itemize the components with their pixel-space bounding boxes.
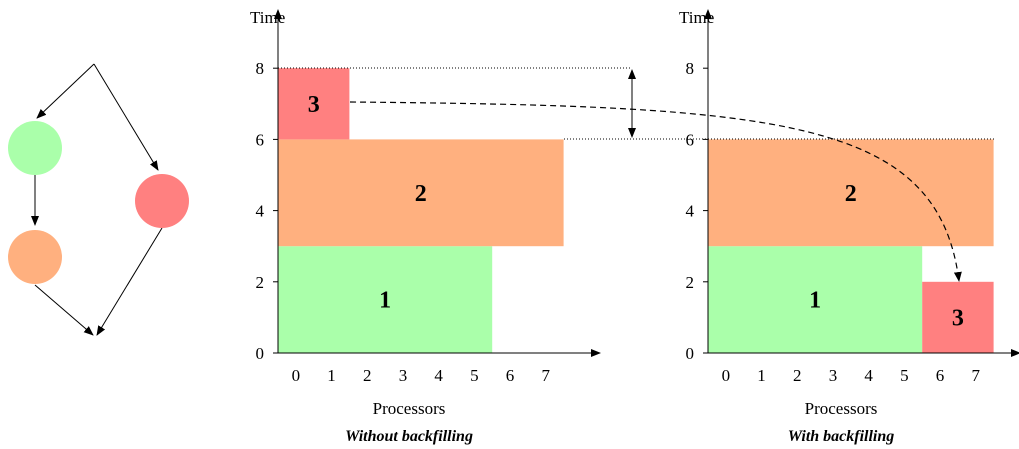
axes	[273, 9, 601, 357]
dag-edge-source-to-node-1	[36, 63, 95, 119]
job-1-label: 1	[809, 288, 821, 314]
dag-edge-node-3-to-sink	[96, 227, 163, 336]
x-tick-labels: 0 1 2 3 4 5 6 7	[292, 366, 551, 385]
y-tick-label: 0	[686, 344, 695, 363]
x-tick-label: 0	[722, 366, 731, 385]
y-tick-label: 8	[686, 59, 695, 78]
x-axis-title: Processors	[373, 399, 446, 418]
x-tick-label: 7	[542, 366, 551, 385]
dependency-graph	[8, 63, 189, 336]
x-tick-label: 2	[363, 366, 372, 385]
y-tick-label: 8	[256, 59, 265, 78]
job-blocks: 1 2 3	[708, 139, 994, 353]
chart-caption: With backfilling	[788, 428, 895, 445]
dag-node-job-1	[8, 121, 62, 175]
y-tick-label: 2	[686, 273, 695, 292]
x-tick-label: 0	[292, 366, 301, 385]
dag-node-job-3	[135, 174, 189, 228]
y-tick-label: 0	[256, 344, 265, 363]
y-tick-label: 6	[256, 130, 265, 149]
x-tick-label: 3	[829, 366, 838, 385]
job-3-block	[922, 281, 994, 353]
job-2-block	[708, 139, 994, 247]
y-axis-title: Time	[679, 8, 714, 27]
y-tick-labels: 0 2 4 6 8	[686, 59, 695, 363]
x-tick-label: 7	[972, 366, 981, 385]
job-2-block	[278, 139, 564, 247]
annotations	[278, 67, 994, 282]
y-tick-labels: 0 2 4 6 8	[256, 59, 265, 363]
x-axis-title: Processors	[805, 399, 878, 418]
job-3-label: 3	[308, 92, 320, 118]
dag-node-job-2	[8, 230, 62, 284]
x-tick-label: 3	[399, 366, 408, 385]
x-tick-label: 6	[936, 366, 945, 385]
x-tick-labels: 0 1 2 3 4 5 6 7	[722, 366, 981, 385]
y-tick-label: 6	[686, 130, 695, 149]
job-1-label: 1	[379, 288, 391, 314]
x-tick-label: 6	[506, 366, 515, 385]
y-tick-label: 2	[256, 273, 265, 292]
chart-with-backfilling: 1 2 3 0 1 2 3 4 5 6 7 0 2 4 6 8 Time Processors With …	[679, 8, 1019, 445]
axes	[703, 9, 1019, 357]
job-2-label: 2	[845, 181, 857, 207]
dag-edge-source-to-node-3	[93, 63, 159, 171]
x-tick-label: 4	[434, 366, 443, 385]
job-3-label: 3	[952, 305, 964, 331]
x-tick-label: 5	[470, 366, 479, 385]
y-tick-label: 4	[686, 202, 695, 221]
y-axis-title: Time	[250, 8, 285, 27]
chart-without-backfilling: 1 2 3 0 1 2 3 4 5 6 7 0 2 4 6 8 Time Processors Witho…	[250, 8, 601, 445]
x-tick-label: 1	[757, 366, 766, 385]
x-tick-label: 5	[900, 366, 909, 385]
x-tick-label: 1	[327, 366, 336, 385]
chart-caption: Without backfilling	[345, 428, 473, 445]
job-2-label: 2	[415, 181, 427, 207]
x-tick-label: 2	[793, 366, 802, 385]
job-1-block	[278, 246, 493, 353]
backfill-move-arrow	[349, 101, 962, 282]
dag-edge-node-2-to-sink	[34, 284, 94, 336]
y-tick-label: 4	[256, 202, 265, 221]
job-blocks: 1 2 3	[278, 68, 564, 353]
job-1-block	[708, 246, 923, 353]
x-tick-label: 4	[864, 366, 873, 385]
job-3-block	[278, 68, 350, 140]
